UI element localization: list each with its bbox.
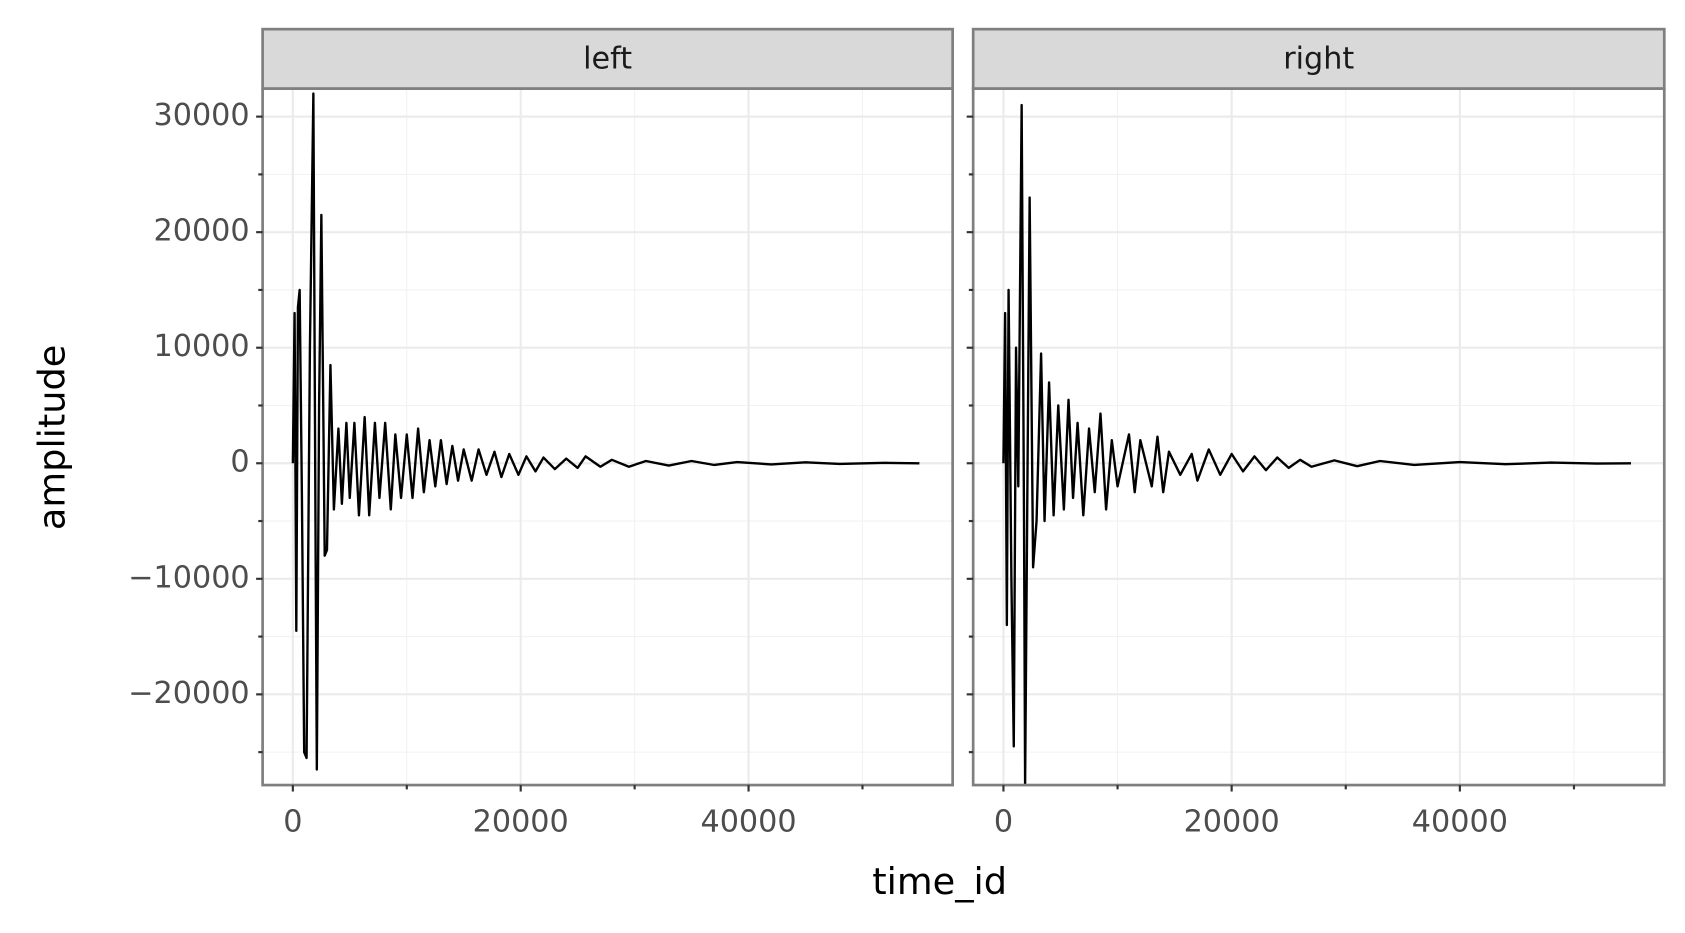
y-tick-label: 20000	[154, 214, 250, 249]
panel-background	[262, 88, 953, 786]
x-tick-label: 0	[283, 804, 302, 839]
strip	[971, 27, 1666, 90]
x-tick-label: 40000	[700, 804, 796, 839]
y-tick-label: −10000	[128, 560, 249, 595]
x-tick-label: 20000	[1184, 804, 1280, 839]
strip-label: right	[1283, 41, 1354, 76]
x-tick-label: 20000	[473, 804, 569, 839]
x-axis-title: time_id	[872, 860, 1007, 903]
y-tick-label: 30000	[154, 98, 250, 133]
panel: left 0 20000 40000 −20000 −10000 0 10000 20000 30…	[128, 27, 954, 839]
y-tick-label: 10000	[154, 329, 250, 364]
waveform-line	[291, 92, 920, 771]
y-tick-label: 0	[230, 445, 249, 480]
y-tick-label: −20000	[128, 676, 249, 711]
x-tick-label: 40000	[1412, 804, 1508, 839]
waveform-line	[1002, 103, 1632, 786]
x-tick-label: 0	[994, 804, 1013, 839]
y-axis-title: amplitude	[31, 345, 74, 530]
panel: right 0 20000 40000	[966, 27, 1666, 839]
strip	[261, 27, 954, 90]
strip-label: left	[583, 41, 632, 76]
